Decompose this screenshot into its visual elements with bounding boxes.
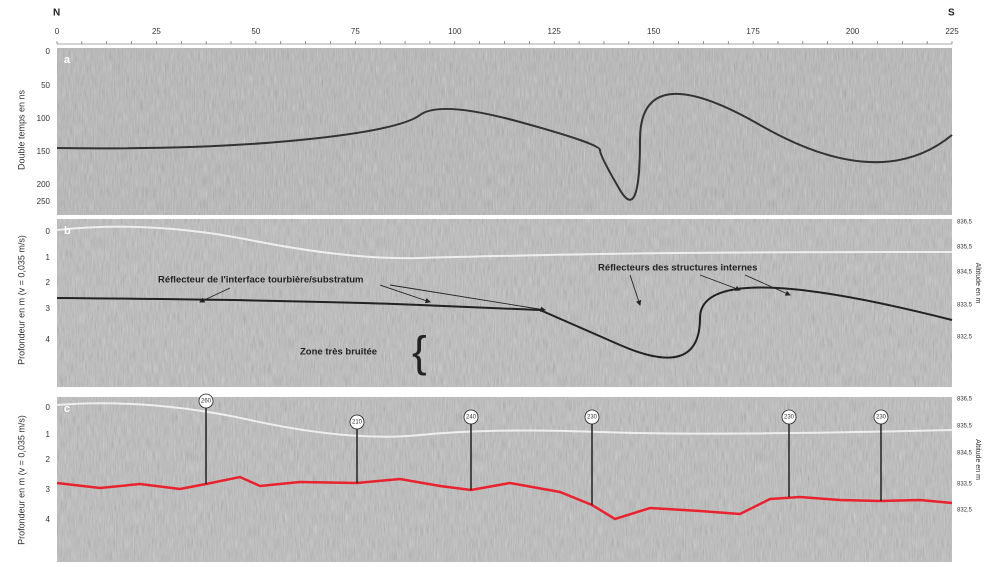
x-tick-label: 25 <box>152 27 161 36</box>
borehole-marker <box>463 409 479 425</box>
borehole-label: 230 <box>784 415 795 421</box>
borehole-marker <box>198 393 214 409</box>
x-tick-label: 50 <box>251 27 260 36</box>
radargram-b <box>56 219 953 387</box>
x-tick-label: 225 <box>945 27 959 36</box>
y-tick-label: 4 <box>46 515 51 524</box>
arrow <box>629 274 642 306</box>
borehole-marker <box>349 414 365 430</box>
borehole-label: 230 <box>876 415 887 421</box>
y-axis-title: Profondeur en m (v = 0,035 m/s) <box>16 415 26 545</box>
right-tick-label: 834,5 <box>957 451 973 457</box>
y-tick-label: 2 <box>46 278 51 287</box>
borehole-marker <box>781 409 797 425</box>
y-tick-label: 0 <box>46 403 51 412</box>
radargram-a <box>56 48 953 215</box>
right-tick-label: 832,5 <box>957 508 973 514</box>
right-tick-label: 833,5 <box>957 303 973 309</box>
y-tick-label: 4 <box>46 335 51 344</box>
borehole-marker <box>873 409 889 425</box>
x-tick-label: 75 <box>351 27 360 36</box>
right-tick-label: 833,5 <box>957 482 973 488</box>
borehole-label: 230 <box>587 415 598 421</box>
borehole-label: 210 <box>352 420 363 426</box>
right-tick-label: 836,5 <box>957 397 973 403</box>
brace: { <box>412 328 427 377</box>
y-tick-label: 0 <box>46 47 51 56</box>
y-tick-label: 0 <box>46 227 51 236</box>
x-tick-label: 200 <box>846 27 860 36</box>
y-tick-label: 150 <box>37 147 51 156</box>
x-tick-label: 175 <box>746 27 760 36</box>
borehole-label: 260 <box>201 399 212 405</box>
arrow <box>744 274 791 296</box>
panel-letter: c <box>64 403 70 415</box>
y-tick-label: 50 <box>41 81 50 90</box>
right-axis-title: Altitude en m <box>974 263 981 304</box>
x-tick-label: 100 <box>448 27 462 36</box>
x-tick-label: 0 <box>55 27 60 36</box>
north-label: N <box>53 8 60 19</box>
south-label: S <box>948 8 955 19</box>
annotation: Réflecteur de l'interface tourbière/subs… <box>158 275 364 286</box>
arrow <box>199 287 231 303</box>
panel-letter: a <box>64 54 71 66</box>
arrow <box>379 284 431 304</box>
y-tick-label: 1 <box>46 253 51 262</box>
y-tick-label: 200 <box>37 180 51 189</box>
radargram-c <box>56 397 953 562</box>
y-tick-label: 3 <box>46 304 51 313</box>
y-tick-label: 3 <box>46 485 51 494</box>
borehole-label: 240 <box>466 415 477 421</box>
right-tick-label: 836,5 <box>957 220 973 226</box>
annotation: Zone très bruitée <box>300 347 377 358</box>
arrow <box>389 284 546 312</box>
y-tick-label: 250 <box>37 197 51 206</box>
right-tick-label: 835,5 <box>957 245 973 251</box>
panel-letter: b <box>64 225 71 237</box>
right-tick-label: 832,5 <box>957 335 973 341</box>
borehole-marker <box>584 409 600 425</box>
annotation: Réflecteurs des structures internes <box>598 263 757 274</box>
x-tick-label: 150 <box>647 27 661 36</box>
right-axis-title: Altitude en m <box>974 439 981 480</box>
y-axis-title: Profondeur en m (v = 0,035 m/s) <box>16 235 26 365</box>
right-tick-label: 834,5 <box>957 270 973 276</box>
y-tick-label: 1 <box>46 430 51 439</box>
x-tick-label: 125 <box>548 27 562 36</box>
right-tick-label: 835,5 <box>957 424 973 430</box>
y-tick-label: 2 <box>46 455 51 464</box>
y-tick-label: 100 <box>37 114 51 123</box>
y-axis-title: Double temps en ns <box>16 89 26 170</box>
arrow <box>699 274 741 291</box>
